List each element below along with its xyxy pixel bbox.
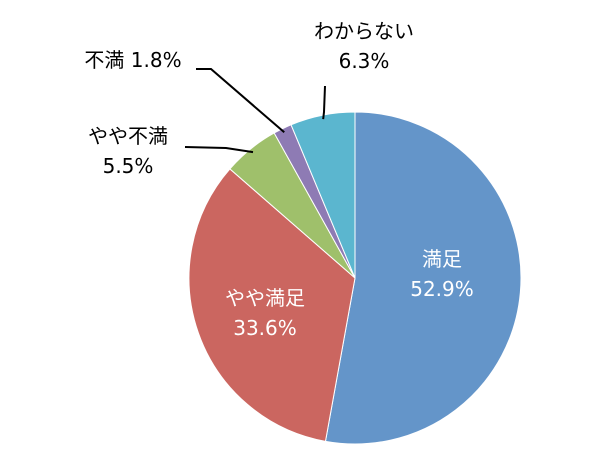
data-label-somewhat-satisfied: やや満足 33.6% [225,286,305,340]
pie-slice-satisfied [324,111,522,445]
pie-slice-somewhat-satisfied [188,168,356,442]
leader-line-dissatisfied [196,68,285,134]
data-label-dissatisfied: 不満 1.8% [84,48,181,72]
data-label-dont-know: わからない 6.3% [314,19,414,73]
leader-line-dont-know [322,85,326,120]
data-label-somewhat-dissatisfied: やや不満 5.5% [88,124,168,178]
pie-slice-dont-know [290,111,356,279]
data-label-satisfied: 満足 52.9% [410,247,474,301]
leader-line-somewhat-dissatisfied [184,146,254,154]
